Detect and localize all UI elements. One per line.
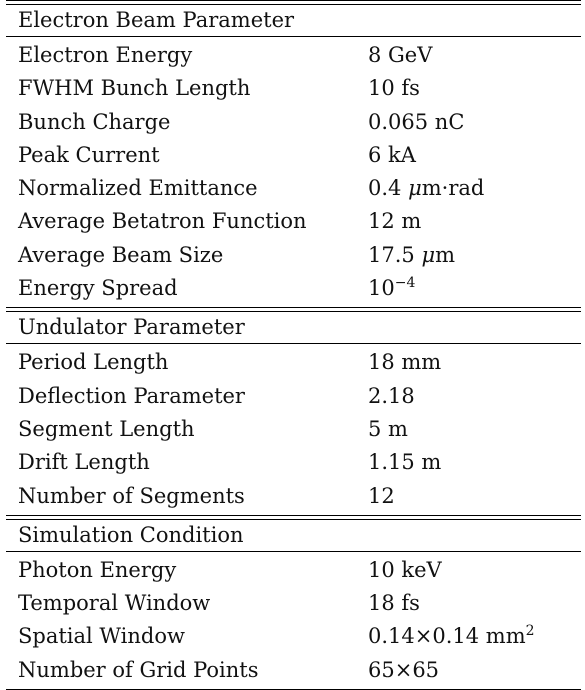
table-row: Period Length 18 mm — [6, 346, 581, 379]
param-value: 10 fs — [368, 76, 420, 101]
param-value: 0.14×0.14 mm2 — [368, 620, 581, 653]
section-header-undulator: Undulator Parameter — [18, 315, 245, 340]
param-name: Normalized Emittance — [18, 176, 258, 201]
section-rows-undulator: Period Length 18 mm Deflection Parameter… — [6, 346, 581, 514]
table-row: Temporal Window 18 fs — [6, 587, 581, 620]
table-top-rule — [6, 0, 581, 5]
param-name: Number of Grid Points — [18, 657, 259, 682]
param-name: Bunch Charge — [18, 109, 171, 134]
param-name: Deflection Parameter — [18, 383, 245, 408]
value-base: 0.14×0.14 mm — [368, 624, 526, 649]
param-name: Electron Energy — [18, 43, 193, 67]
value-unit: m·rad — [421, 176, 485, 201]
table-row: Average Beam Size 17.5 μm — [6, 239, 581, 272]
param-value: 6 kA — [368, 142, 416, 167]
table-row: Electron Energy 8 GeV — [6, 39, 581, 72]
table-row: Spatial Window 0.14×0.14 mm2 — [6, 620, 581, 653]
param-name: FWHM Bunch Length — [18, 76, 251, 101]
section-rule — [6, 343, 581, 345]
param-value: 12 — [368, 483, 395, 508]
param-name: Photon Energy — [18, 557, 177, 582]
param-value: 65×65 — [368, 657, 440, 682]
param-name: Period Length — [18, 350, 169, 375]
table-row: Drift Length 1.15 m — [6, 446, 581, 479]
value-base: 10 — [368, 276, 395, 301]
table-row: FWHM Bunch Length 10 fs — [6, 72, 581, 105]
value-unit: m — [435, 242, 456, 267]
param-value: 12 m — [368, 209, 422, 234]
param-value: 1.15 m — [368, 450, 442, 475]
section-header-electron-beam: Electron Beam Parameter — [18, 8, 295, 32]
section-rows-electron-beam: Electron Energy 8 GeV FWHM Bunch Length … — [6, 39, 581, 307]
value-text: 17.5 — [368, 242, 422, 267]
param-value: 0.065 nC — [368, 109, 465, 134]
table-row: Segment Length 5 m — [6, 413, 581, 446]
param-name: Average Betatron Function — [18, 209, 307, 234]
section-rule — [6, 36, 581, 37]
param-name: Temporal Window — [18, 591, 211, 616]
table-row: Deflection Parameter 2.18 — [6, 380, 581, 413]
param-name: Segment Length — [18, 416, 195, 441]
param-name: Peak Current — [18, 142, 160, 167]
value-symbol: μ — [408, 176, 422, 201]
value-text: 0.4 — [368, 176, 409, 201]
param-name: Spatial Window — [18, 624, 185, 649]
param-value: 18 mm — [368, 350, 442, 375]
param-value: 0.4 μm·rad — [368, 172, 581, 205]
param-value: 8 GeV — [368, 43, 433, 67]
section-divider — [6, 514, 581, 520]
table-row: Number of Segments 12 — [6, 480, 581, 513]
param-value: 5 m — [368, 416, 408, 441]
table-row: Energy Spread 10−4 — [6, 272, 581, 305]
param-name: Number of Segments — [18, 483, 245, 508]
param-name: Drift Length — [18, 450, 150, 475]
section-divider — [6, 307, 581, 313]
table-row: Average Betatron Function 12 m — [6, 205, 581, 238]
param-value: 10−4 — [368, 272, 581, 305]
table-row: Normalized Emittance 0.4 μm·rad — [6, 172, 581, 205]
section-rule — [6, 550, 581, 552]
value-exponent: 2 — [525, 623, 535, 640]
section-header-simulation: Simulation Condition — [18, 522, 244, 547]
param-value: 18 fs — [368, 591, 420, 616]
value-exponent: −4 — [394, 275, 416, 292]
param-value: 17.5 μm — [368, 239, 581, 272]
table-row: Peak Current 6 kA — [6, 139, 581, 172]
parameter-table: Electron Beam Parameter Electron Energy … — [6, 0, 581, 690]
value-symbol: μ — [421, 242, 436, 267]
table-row: Photon Energy 10 keV — [6, 554, 581, 587]
table-row: Number of Grid Points 65×65 — [6, 654, 581, 687]
section-rows-simulation: Photon Energy 10 keV Temporal Window 18 … — [6, 554, 581, 689]
param-value: 2.18 — [368, 383, 415, 408]
table-row: Bunch Charge 0.065 nC — [6, 106, 581, 139]
param-name: Energy Spread — [18, 276, 178, 301]
param-name: Average Beam Size — [18, 242, 224, 267]
param-value: 10 keV — [368, 557, 442, 582]
